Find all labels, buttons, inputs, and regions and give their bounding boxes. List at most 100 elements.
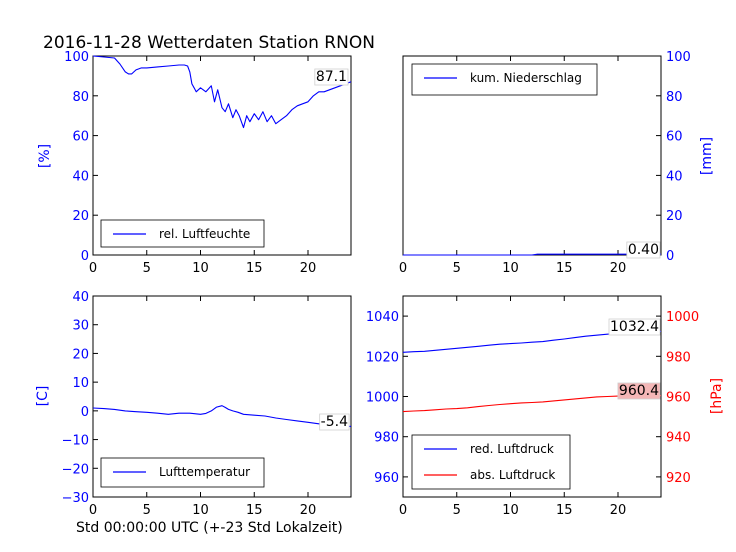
y-tick-label: 20 — [72, 347, 89, 362]
data-point — [424, 410, 425, 411]
last-value-label-box — [319, 413, 350, 431]
y-tick-label: 940 — [666, 431, 691, 446]
x-tick-label: 15 — [246, 503, 263, 518]
data-point — [607, 334, 608, 335]
x-tick-label: 20 — [610, 503, 627, 518]
last-value-label: 1032.4 — [610, 319, 659, 335]
x-tick-label: 15 — [556, 503, 573, 518]
data-point — [228, 103, 229, 104]
x-tick-label: 10 — [192, 261, 209, 276]
data-point — [191, 83, 192, 84]
data-point — [235, 109, 236, 110]
data-point — [456, 348, 457, 349]
data-point — [350, 81, 351, 82]
data-point — [445, 408, 446, 409]
data-point — [168, 65, 169, 66]
x-tick-label: 0 — [399, 261, 407, 276]
data-point — [286, 115, 287, 116]
data-point — [193, 87, 194, 88]
x-tick-label: 5 — [453, 503, 461, 518]
data-point — [131, 73, 132, 74]
data-point — [302, 103, 303, 104]
x-tick-label: 10 — [192, 503, 209, 518]
y-tick-label: 100 — [666, 50, 691, 65]
data-point — [318, 91, 319, 92]
y-tick-label: 40 — [72, 169, 89, 184]
legend-label: abs. Luftdruck — [470, 468, 555, 482]
data-point — [262, 111, 263, 112]
y-tick-label: 1040 — [366, 310, 399, 325]
data-point — [205, 91, 206, 92]
data-point — [184, 64, 185, 65]
data-point — [596, 396, 597, 397]
x-tick-label: 5 — [453, 261, 461, 276]
y-tick-label: 20 — [666, 209, 683, 224]
data-point — [542, 341, 543, 342]
data-point — [402, 254, 403, 255]
y-tick-label: 1020 — [366, 350, 399, 365]
data-point — [596, 335, 597, 336]
chart-pressure: 0 5 10 15 20 960 980 1000 1020 1040 920 940 960 980 10… — [366, 295, 725, 518]
data-point — [329, 89, 330, 90]
y-axis-label: [C] — [35, 386, 51, 407]
data-point — [521, 342, 522, 343]
data-point — [531, 342, 532, 343]
y-tick-label: 80 — [666, 90, 683, 105]
data-point — [531, 254, 532, 255]
x-tick-label: 20 — [300, 503, 317, 518]
data-point — [660, 331, 661, 332]
data-point — [499, 404, 500, 405]
data-point — [585, 397, 586, 398]
data-point — [297, 105, 298, 106]
data-point — [211, 85, 212, 86]
data-point — [135, 411, 136, 412]
data-point — [157, 413, 158, 414]
y-tick-label: 0 — [81, 405, 89, 420]
data-point — [246, 115, 247, 116]
data-point — [297, 420, 298, 421]
last-value-label-box — [608, 318, 661, 336]
y-tick-label: 40 — [72, 290, 89, 305]
y-tick-label: 0 — [666, 249, 674, 264]
series-line — [92, 55, 352, 129]
data-point — [574, 337, 575, 338]
data-point — [271, 115, 272, 116]
data-point — [264, 415, 265, 416]
data-point — [258, 119, 259, 120]
data-point — [607, 396, 608, 397]
data-point — [553, 400, 554, 401]
data-point — [249, 121, 250, 122]
data-point — [214, 101, 215, 102]
data-point — [542, 401, 543, 402]
x-tick-label: 20 — [300, 261, 317, 276]
data-point — [221, 107, 222, 108]
y-tick-label: 60 — [72, 130, 89, 145]
last-value-label: 0.40 — [628, 242, 659, 258]
data-point — [135, 69, 136, 70]
data-point — [286, 419, 287, 420]
legend-label: rel. Luftfeuchte — [159, 227, 250, 241]
x-tick-label: 15 — [246, 261, 263, 276]
y-tick-label: −10 — [62, 434, 89, 449]
data-point — [313, 95, 314, 96]
data-point — [92, 407, 93, 408]
data-point — [537, 254, 538, 255]
data-point — [402, 352, 403, 353]
data-point — [178, 413, 179, 414]
x-tick-label: 10 — [502, 261, 519, 276]
data-point — [103, 56, 104, 57]
data-point — [424, 351, 425, 352]
chart-humidity: 0 5 10 15 20 0 20 40 60 80 100 [%] 87.1 rel. Luftfeuc… — [37, 50, 352, 276]
y-tick-label: 1000 — [666, 310, 699, 325]
y-tick-label: 10 — [72, 376, 89, 391]
y-tick-label: 30 — [72, 319, 89, 334]
data-point — [92, 55, 93, 56]
data-point — [564, 338, 565, 339]
x-tick-label: 0 — [89, 261, 97, 276]
data-point — [128, 73, 129, 74]
data-point — [114, 57, 115, 58]
data-point — [318, 423, 319, 424]
data-point — [189, 413, 190, 414]
data-point — [324, 91, 325, 92]
data-point — [187, 65, 188, 66]
